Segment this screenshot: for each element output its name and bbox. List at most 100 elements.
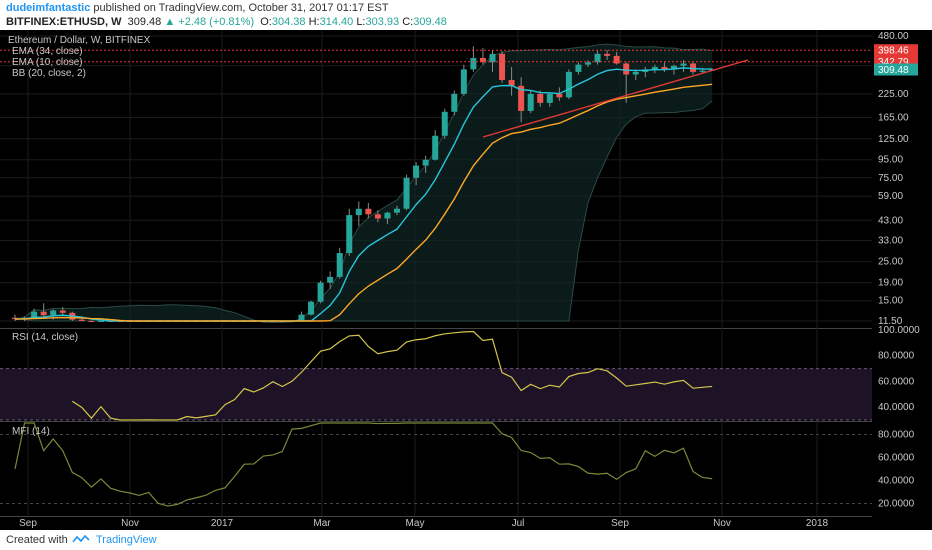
candle-body bbox=[327, 276, 334, 283]
chart-svg[interactable]: 480.00325.00225.00165.00125.0095.0075.00… bbox=[0, 30, 932, 530]
candle-body bbox=[441, 111, 448, 136]
y-tick-label: 480.00 bbox=[878, 31, 909, 42]
candle-body bbox=[470, 57, 477, 70]
candle-body bbox=[575, 64, 582, 72]
chart-canvas[interactable]: 480.00325.00225.00165.00125.0095.0075.00… bbox=[0, 30, 932, 530]
candle-body bbox=[613, 55, 620, 64]
candle-body bbox=[527, 93, 534, 111]
candle-body bbox=[661, 66, 668, 70]
price-label: 309.48 bbox=[878, 65, 909, 76]
candle-body bbox=[394, 208, 400, 213]
high-value: 314.40 bbox=[319, 16, 354, 28]
candle-body bbox=[499, 53, 506, 80]
price-label-box bbox=[874, 63, 918, 76]
candle-body bbox=[508, 79, 515, 86]
trend-line bbox=[482, 59, 749, 138]
candle-body bbox=[460, 69, 467, 94]
x-tick-label: Sep bbox=[19, 518, 37, 529]
y-tick-label: 15.00 bbox=[878, 296, 903, 307]
low-label: L: bbox=[356, 16, 366, 28]
y-tick-label: 125.00 bbox=[878, 134, 909, 145]
bollinger-band-fill bbox=[15, 44, 713, 323]
x-tick-label: Mar bbox=[313, 518, 331, 529]
last-price: 309.48 bbox=[127, 16, 162, 28]
publish-line: dudeimfantastic published on TradingView… bbox=[6, 2, 389, 14]
candle-body bbox=[690, 63, 697, 72]
open-value: 304.38 bbox=[271, 16, 306, 28]
candle-body bbox=[40, 311, 47, 316]
mfi-tick-label: 80.0000 bbox=[878, 430, 915, 441]
y-tick-label: 95.00 bbox=[878, 155, 903, 166]
candle-body bbox=[317, 282, 324, 302]
indicator-ema10: EMA (10, close) bbox=[12, 57, 83, 68]
candle-body bbox=[537, 93, 544, 103]
x-tick-label: May bbox=[406, 518, 425, 529]
y-tick-label: 19.00 bbox=[878, 278, 903, 289]
y-tick-label: 11.50 bbox=[878, 316, 903, 327]
y-tick-label: 43.00 bbox=[878, 215, 903, 226]
candle-body bbox=[699, 70, 706, 72]
price-label-box bbox=[874, 44, 918, 57]
candle-body bbox=[518, 85, 525, 111]
tradingview-brand[interactable]: TradingView bbox=[96, 534, 157, 546]
price-label: 398.46 bbox=[878, 46, 909, 57]
x-tick-label: Jul bbox=[512, 518, 525, 529]
candle-body bbox=[346, 215, 353, 254]
candle-body bbox=[556, 93, 563, 98]
candle-body bbox=[403, 177, 410, 209]
price-label: 342.79 bbox=[878, 57, 909, 68]
y-tick-label: 225.00 bbox=[878, 89, 909, 100]
low-value: 303.93 bbox=[365, 16, 400, 28]
candle-body bbox=[594, 53, 601, 63]
chart-header: dudeimfantastic published on TradingView… bbox=[0, 0, 932, 30]
footer: Created with TradingView bbox=[0, 530, 932, 550]
candle-body bbox=[670, 65, 677, 70]
rsi-tick-label: 40.0000 bbox=[878, 402, 915, 413]
candle-body bbox=[451, 93, 458, 112]
candle-body bbox=[384, 212, 391, 219]
rsi-pane-title: RSI (14, close) bbox=[12, 332, 79, 343]
mfi-tick-label: 60.0000 bbox=[878, 453, 915, 464]
published-text: published on TradingView.com, October 31… bbox=[93, 2, 389, 14]
candle-body bbox=[298, 314, 305, 321]
tradingview-logo-icon bbox=[72, 535, 90, 543]
candle-body bbox=[651, 66, 658, 70]
candle-body bbox=[585, 62, 591, 65]
candle-body bbox=[365, 208, 372, 215]
y-tick-label: 75.00 bbox=[878, 173, 903, 184]
indicator-ema34: EMA (34, close) bbox=[12, 46, 83, 57]
close-label: C: bbox=[402, 16, 414, 28]
bollinger-upper bbox=[14, 43, 713, 324]
y-tick-label: 59.00 bbox=[878, 191, 903, 202]
candle-body bbox=[88, 321, 95, 322]
rsi-line bbox=[71, 330, 713, 421]
price-change: ▲ +2.48 (+0.81%) bbox=[164, 16, 255, 28]
candle-body bbox=[604, 53, 611, 56]
candle-body bbox=[355, 208, 362, 216]
price-pane-title: Ethereum / Dollar, W, BITFINEX bbox=[8, 35, 151, 46]
candle-body bbox=[479, 57, 486, 63]
candle-body bbox=[489, 53, 496, 63]
candle-body bbox=[632, 71, 639, 75]
publisher-link[interactable]: dudeimfantastic bbox=[6, 2, 91, 14]
y-tick-label: 33.00 bbox=[878, 235, 903, 246]
candle-body bbox=[308, 301, 315, 315]
candle-body bbox=[336, 253, 343, 277]
candle-body bbox=[680, 63, 687, 66]
x-tick-label: 2018 bbox=[806, 518, 829, 529]
symbol-label: BITFINEX:ETHUSD, W bbox=[6, 16, 122, 28]
candle-body bbox=[432, 135, 439, 160]
ohlc-line: BITFINEX:ETHUSD, W 309.48 ▲ +2.48 (+0.81… bbox=[6, 16, 447, 28]
rsi-tick-label: 80.0000 bbox=[878, 351, 915, 362]
mfi-pane-title: MFI (14) bbox=[12, 426, 50, 437]
rsi-band bbox=[0, 368, 872, 420]
x-tick-label: 2017 bbox=[211, 518, 234, 529]
close-value: 309.48 bbox=[413, 16, 447, 28]
y-tick-label: 165.00 bbox=[878, 113, 909, 124]
x-tick-label: Nov bbox=[121, 518, 139, 529]
candle-body bbox=[78, 319, 85, 321]
candle-body bbox=[31, 311, 38, 318]
high-label: H: bbox=[308, 16, 320, 28]
x-tick-label: Sep bbox=[611, 518, 629, 529]
ema34-line bbox=[14, 83, 713, 322]
